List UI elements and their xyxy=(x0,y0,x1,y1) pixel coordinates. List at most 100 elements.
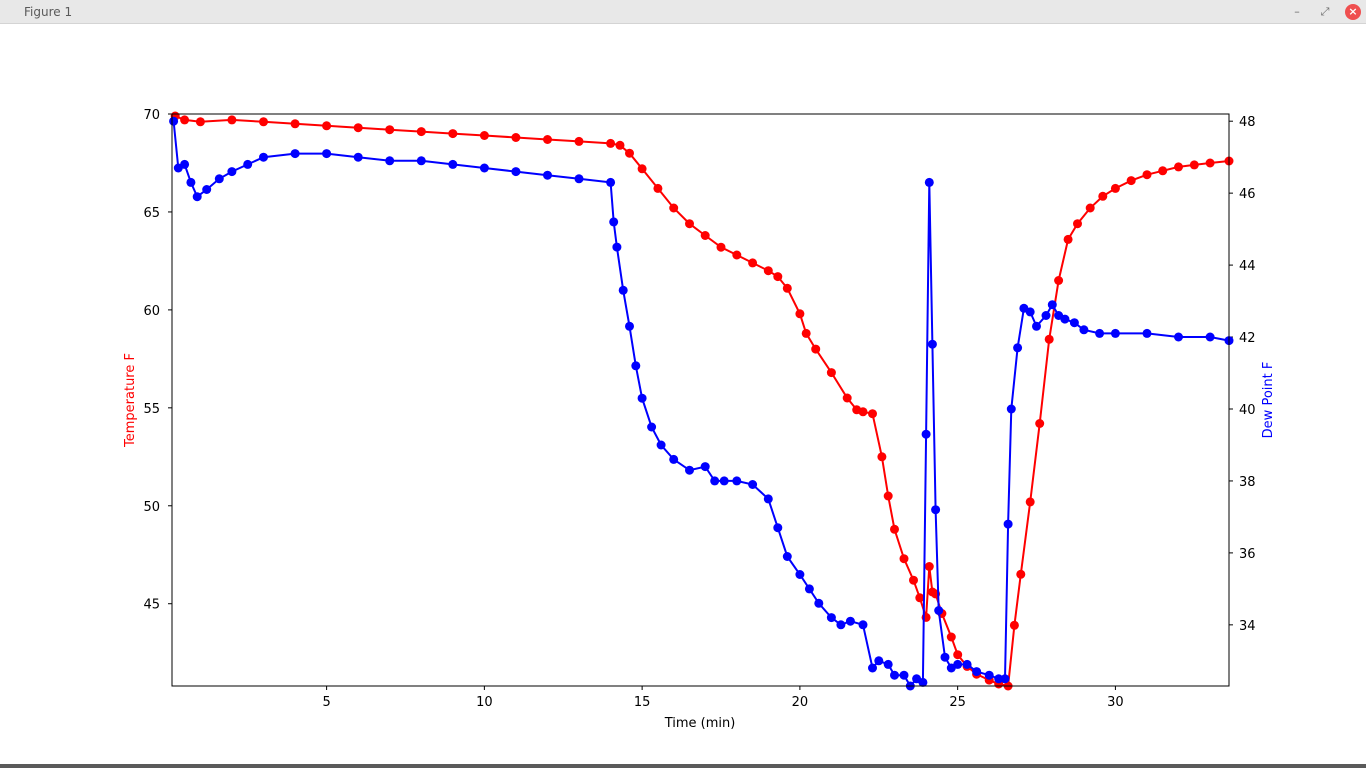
data-point xyxy=(953,659,963,669)
data-point xyxy=(479,163,489,173)
data-point xyxy=(1003,519,1013,529)
data-point xyxy=(1009,620,1019,630)
data-point xyxy=(883,659,893,669)
data-point xyxy=(615,140,625,150)
data-point xyxy=(243,159,253,169)
bottom-border xyxy=(0,764,1366,768)
data-point xyxy=(899,670,909,680)
data-point xyxy=(290,149,300,159)
data-point xyxy=(1110,183,1120,193)
right-tick-label: 46 xyxy=(1239,187,1256,202)
data-point xyxy=(773,272,783,282)
data-point xyxy=(719,476,729,486)
data-point xyxy=(448,159,458,169)
data-point xyxy=(842,393,852,403)
data-point xyxy=(748,258,758,268)
right-tick-label: 40 xyxy=(1239,403,1256,418)
data-point xyxy=(899,554,909,564)
data-point xyxy=(1142,170,1152,180)
data-point xyxy=(186,177,196,187)
data-point xyxy=(609,217,619,227)
data-point xyxy=(543,135,552,144)
data-point xyxy=(795,309,805,319)
left-tick-label: 55 xyxy=(143,402,160,417)
right-tick-label: 34 xyxy=(1239,619,1256,634)
data-point xyxy=(227,115,237,125)
data-point xyxy=(214,174,224,184)
data-point xyxy=(169,116,179,126)
data-point xyxy=(637,164,647,174)
data-point xyxy=(972,667,982,677)
data-point xyxy=(353,123,363,133)
data-point xyxy=(946,632,956,642)
right-axis-ticks: 34 36 38 40 42 44 46 48 xyxy=(1229,115,1256,634)
data-point xyxy=(259,152,268,162)
data-point xyxy=(1041,311,1051,320)
right-axis-label: Dew Point F xyxy=(1261,362,1276,439)
data-point xyxy=(1110,328,1120,338)
right-tick-label: 36 xyxy=(1239,547,1256,562)
plot-frame xyxy=(171,113,1230,687)
data-point xyxy=(814,598,824,608)
data-point xyxy=(574,136,584,146)
data-point xyxy=(653,183,663,193)
right-tick-label: 44 xyxy=(1239,259,1256,274)
data-point xyxy=(180,115,190,125)
series-line xyxy=(172,121,1230,688)
data-point xyxy=(782,283,792,293)
data-point xyxy=(909,575,918,585)
left-tick-label: 50 xyxy=(143,500,160,515)
data-point xyxy=(202,185,212,194)
data-point xyxy=(921,429,931,439)
data-point xyxy=(618,285,628,295)
x-tick-label: 5 xyxy=(322,695,330,710)
window-titlebar: Figure 1 – ⤢ × xyxy=(0,0,1366,24)
data-point xyxy=(637,393,647,403)
data-point xyxy=(322,121,332,131)
x-tick-label: 20 xyxy=(792,695,809,710)
data-point xyxy=(631,361,641,371)
close-icon[interactable]: × xyxy=(1345,4,1361,20)
data-point xyxy=(416,127,426,137)
data-point xyxy=(934,606,944,615)
data-point xyxy=(918,677,928,687)
data-point xyxy=(811,344,821,354)
data-point xyxy=(1098,191,1108,201)
data-point xyxy=(479,131,489,140)
data-point xyxy=(858,620,868,630)
left-tick-label: 65 xyxy=(143,206,160,221)
data-point xyxy=(1174,332,1183,342)
data-point xyxy=(1126,176,1136,186)
data-point xyxy=(1054,276,1064,285)
data-point xyxy=(890,524,899,534)
data-point xyxy=(625,148,634,158)
data-point xyxy=(732,476,742,486)
x-axis-ticks: 5 10 15 20 25 30 xyxy=(322,686,1124,710)
data-point xyxy=(953,650,963,660)
data-point xyxy=(1205,158,1215,168)
data-point xyxy=(511,167,521,177)
left-tick-label: 60 xyxy=(143,304,160,319)
data-point xyxy=(874,656,884,666)
data-point xyxy=(353,152,363,162)
data-point xyxy=(625,321,634,331)
data-point xyxy=(927,339,937,349)
data-point xyxy=(656,440,666,450)
data-point xyxy=(782,552,792,561)
data-point xyxy=(685,219,694,229)
data-point xyxy=(868,663,877,673)
data-point xyxy=(1025,307,1035,317)
data-point xyxy=(1189,160,1199,170)
data-point xyxy=(448,129,458,139)
maximize-icon[interactable]: ⤢ xyxy=(1320,5,1330,18)
data-point xyxy=(915,593,925,603)
series-layer xyxy=(169,111,1234,691)
data-point xyxy=(940,652,950,662)
right-tick-label: 42 xyxy=(1239,331,1256,346)
minimize-icon[interactable]: – xyxy=(1294,5,1300,18)
data-point xyxy=(890,670,899,680)
x-tick-label: 25 xyxy=(949,695,966,710)
data-point xyxy=(700,231,710,240)
data-point xyxy=(180,159,190,169)
